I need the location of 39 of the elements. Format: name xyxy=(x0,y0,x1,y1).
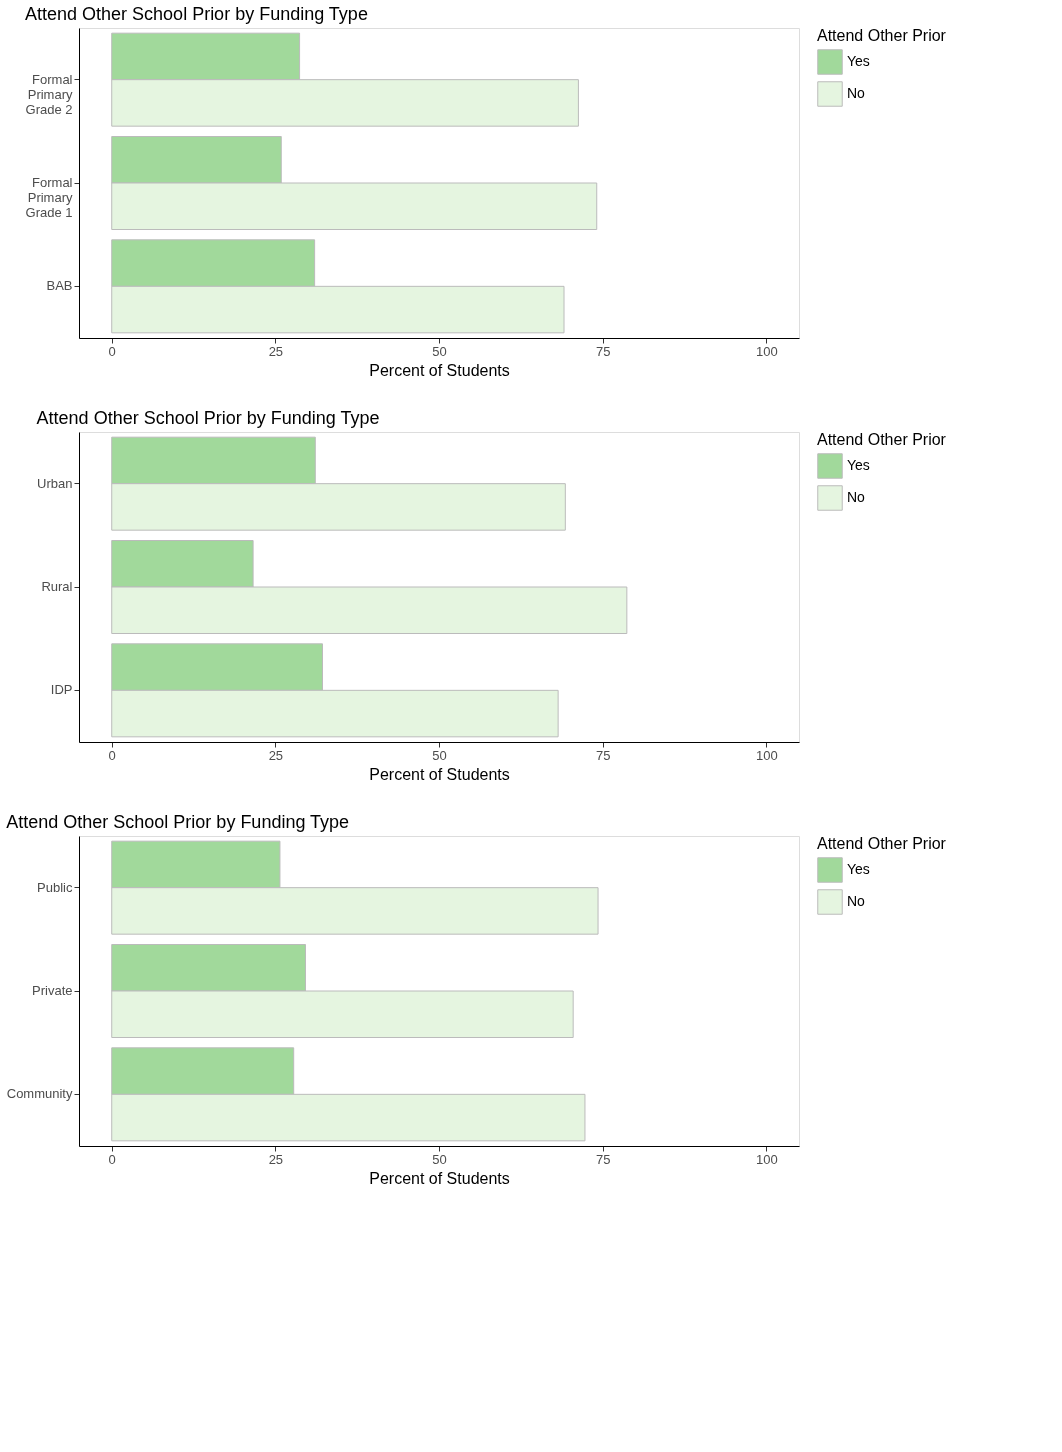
x-tick-label: 25 xyxy=(268,1151,284,1167)
legend-label: No xyxy=(847,893,866,909)
x-tick-label: 75 xyxy=(595,747,611,763)
legend-label: Yes xyxy=(847,457,870,473)
y-tick-label: Rural xyxy=(41,579,73,594)
y-tick-label: Urban xyxy=(37,475,73,491)
x-tick-label: 0 xyxy=(108,1151,116,1167)
x-tick-label: 50 xyxy=(432,747,447,763)
legend-label: No xyxy=(847,489,866,505)
legend-title: Attend Other Prior xyxy=(817,27,947,44)
y-tick-label: Public xyxy=(37,879,73,895)
x-tick-label: 25 xyxy=(268,343,284,359)
y-tick-label: Private xyxy=(32,983,73,998)
x-tick-label: 25 xyxy=(268,747,284,763)
x-axis-title: Percent of Students xyxy=(369,361,510,379)
x-tick-label: 100 xyxy=(755,343,778,359)
y-tick-label: Formal Primary Grade 1 xyxy=(25,175,73,220)
chart-title: Attend Other School Prior by Funding Type xyxy=(6,812,350,832)
chart-title: Attend Other School Prior by Funding Type xyxy=(25,4,368,24)
x-tick-label: 0 xyxy=(108,747,116,763)
x-tick-label: 75 xyxy=(595,1151,611,1167)
x-tick-label: 50 xyxy=(432,343,447,359)
y-tick-label: BAB xyxy=(46,278,73,294)
legend-title: Attend Other Prior xyxy=(817,431,947,448)
legend-label: No xyxy=(847,85,866,101)
legend-label: Yes xyxy=(847,53,870,69)
y-tick-label: Community xyxy=(6,1086,73,1102)
x-tick-label: 0 xyxy=(108,343,116,359)
legend-title: Attend Other Prior xyxy=(817,835,947,852)
x-axis-title: Percent of Students xyxy=(369,765,510,783)
x-tick-label: 100 xyxy=(755,747,778,763)
x-tick-label: 100 xyxy=(755,1151,778,1167)
y-tick-label: IDP xyxy=(50,682,73,698)
legend-label: Yes xyxy=(847,861,870,877)
x-tick-label: 75 xyxy=(595,343,611,359)
x-tick-label: 50 xyxy=(432,1151,447,1167)
y-tick-label: Formal Primary Grade 2 xyxy=(25,71,73,117)
chart-title: Attend Other School Prior by Funding Type xyxy=(36,408,380,428)
x-axis-title: Percent of Students xyxy=(369,1169,510,1187)
